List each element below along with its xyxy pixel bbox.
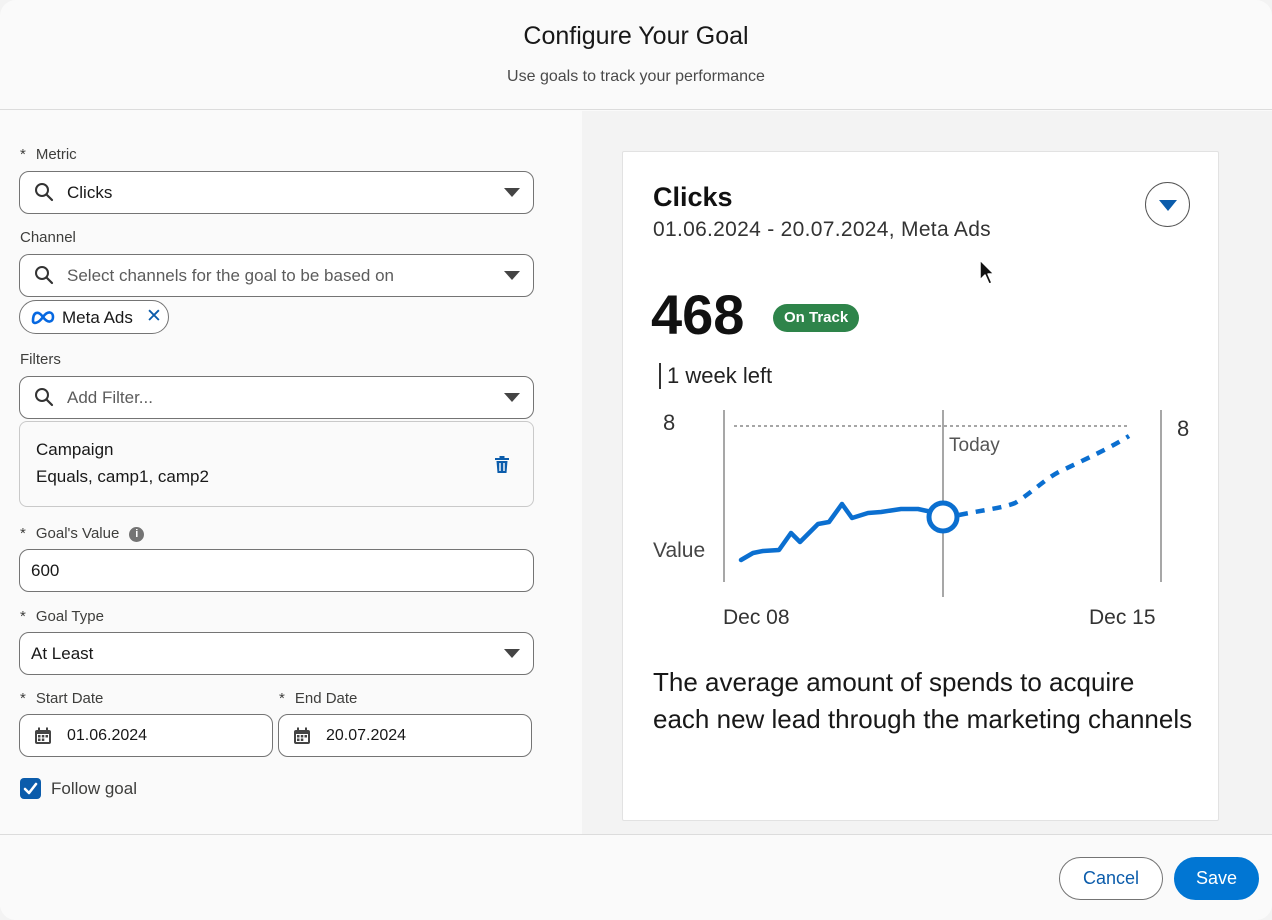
search-icon: [35, 183, 54, 202]
modal-title: Configure Your Goal: [523, 22, 749, 50]
calendar-icon: [35, 727, 51, 744]
required-mark: *: [20, 146, 26, 163]
actual-series-line: [738, 501, 946, 563]
forecast-series-line: [958, 434, 1131, 518]
goal-preview-card: Clicks 01.06.2024 - 20.07.2024, Meta Ads…: [622, 151, 1219, 821]
goal-value-label: * Goal's Value i: [20, 525, 145, 542]
filters-label: Filters: [20, 351, 61, 368]
card-menu-button[interactable]: [1145, 182, 1190, 227]
goal-type-select[interactable]: At Least: [19, 632, 534, 675]
goal-type-label: * Goal Type: [20, 608, 104, 625]
modal-subtitle: Use goals to track your performance: [507, 68, 765, 85]
goal-preview-panel: Clicks 01.06.2024 - 20.07.2024, Meta Ads…: [582, 111, 1272, 834]
time-left: 1 week left: [659, 363, 772, 389]
channel-label: Channel: [20, 229, 76, 246]
follow-goal-label: Follow goal: [51, 779, 137, 798]
start-date-value: 01.06.2024: [67, 727, 148, 744]
cancel-button[interactable]: Cancel: [1059, 857, 1163, 900]
card-subtitle: 01.06.2024 - 20.07.2024, Meta Ads: [653, 218, 991, 241]
chevron-down-icon: [1159, 200, 1177, 211]
today-label: Today: [949, 435, 1000, 456]
filter-item-campaign: Campaign Equals, camp1, camp2: [19, 421, 534, 507]
info-icon[interactable]: i: [129, 527, 145, 542]
mouse-cursor-icon: [979, 259, 995, 285]
goal-value-input[interactable]: 600: [19, 549, 534, 592]
checkmark-icon: [23, 782, 38, 795]
trash-icon[interactable]: [494, 456, 510, 474]
metric-select[interactable]: Clicks: [19, 171, 534, 214]
search-icon: [35, 266, 54, 285]
modal-footer: Cancel Save: [0, 834, 1272, 920]
filter-name: Campaign: [36, 440, 114, 459]
chevron-down-icon: [504, 271, 520, 280]
y-axis-label: Value: [653, 539, 705, 562]
end-date-input[interactable]: 20.07.2024: [278, 714, 532, 757]
metric-label: * Metric: [20, 146, 77, 163]
remove-channel-close-icon[interactable]: ✕: [146, 306, 162, 327]
y-top-label-right: 8: [1177, 416, 1189, 441]
start-date-input[interactable]: 01.06.2024: [19, 714, 273, 757]
meta-logo-icon: [31, 311, 55, 325]
channel-pill-label: Meta Ads: [62, 308, 133, 327]
x-tick-label: Dec 08: [723, 606, 790, 629]
status-badge: On Track: [773, 304, 860, 332]
chevron-down-icon: [504, 188, 520, 197]
calendar-icon: [294, 727, 310, 744]
goal-description: The average amount of spends to acquire …: [653, 667, 1193, 734]
y-top-label-left: 8: [663, 410, 675, 435]
card-title: Clicks: [653, 182, 733, 212]
chevron-down-icon: [504, 393, 520, 402]
start-date-label: * Start Date: [20, 690, 104, 707]
modal-header: Configure Your Goal Use goals to track y…: [0, 0, 1272, 110]
end-date-value: 20.07.2024: [326, 727, 407, 744]
goal-form: * Metric Clicks Channel Select channels f…: [0, 111, 582, 834]
chevron-down-icon: [504, 649, 520, 658]
goal-current-value: 468: [651, 283, 745, 346]
goal-value-text: 600: [31, 561, 60, 580]
follow-goal-checkbox[interactable]: [20, 778, 41, 799]
filter-placeholder: Add Filter...: [67, 388, 153, 407]
channel-select[interactable]: Select channels for the goal to be based…: [19, 254, 534, 297]
save-button[interactable]: Save: [1174, 857, 1259, 900]
filter-select[interactable]: Add Filter...: [19, 376, 534, 419]
channel-pill-meta-ads: Meta Ads ✕: [19, 300, 169, 334]
goal-progress-chart: 8 8 Today Value Dec 08 Dec 15: [653, 410, 1189, 629]
metric-value: Clicks: [67, 183, 113, 202]
today-marker: [926, 500, 960, 534]
search-icon: [35, 388, 54, 407]
x-tick-label: Dec 15: [1089, 606, 1156, 629]
channel-placeholder: Select channels for the goal to be based…: [67, 266, 395, 285]
filter-condition: Equals, camp1, camp2: [36, 467, 209, 486]
goal-type-value: At Least: [31, 644, 94, 663]
end-date-label: * End Date: [279, 690, 358, 707]
